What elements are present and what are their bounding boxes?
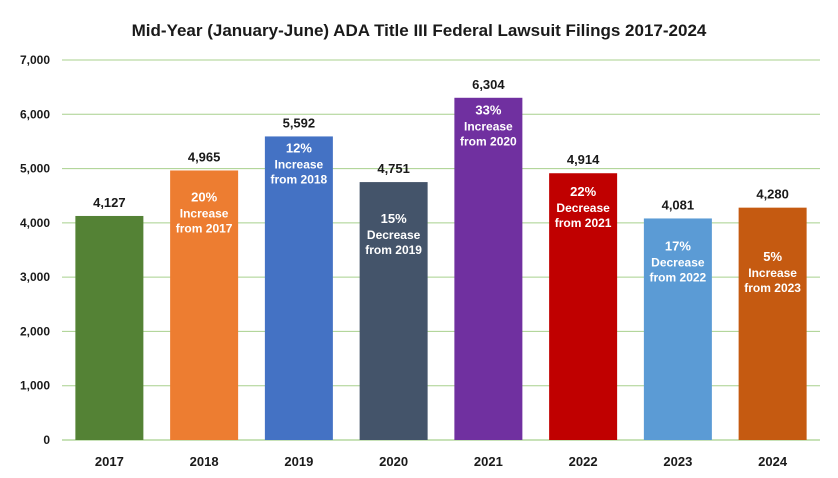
x-tick-label-2018: 2018 <box>190 454 219 469</box>
x-tick-label-2023: 2023 <box>663 454 692 469</box>
x-tick-label-2019: 2019 <box>284 454 313 469</box>
annotation-direction-2019: Increase <box>275 158 324 172</box>
bar-2024 <box>738 207 807 440</box>
y-axis-ticks: 0 1,000 2,000 3,000 4,000 5,000 6,000 7,000 <box>20 53 50 447</box>
annotation-direction-2018: Increase <box>180 206 229 220</box>
bar-2017 <box>75 215 144 440</box>
x-tick-label-2021: 2021 <box>474 454 503 469</box>
value-label-2024: 4,280 <box>756 187 789 202</box>
annotation-from-2022: from 2021 <box>555 216 612 230</box>
bar-2023 <box>643 218 712 440</box>
annotation-direction-2022: Decrease <box>556 201 610 215</box>
value-label-2018: 4,965 <box>188 149 221 164</box>
chart-title: Mid-Year (January-June) ADA Title III Fe… <box>132 21 707 40</box>
value-label-2022: 4,914 <box>567 152 600 167</box>
y-tick-label: 7,000 <box>20 53 50 67</box>
annotation-pct-2023: 17% <box>665 238 691 253</box>
annotation-from-2018: from 2017 <box>176 221 233 235</box>
value-label-2020: 4,751 <box>377 161 410 176</box>
y-tick-label: 0 <box>43 433 50 447</box>
annotation-direction-2021: Increase <box>464 120 513 134</box>
value-label-2023: 4,081 <box>662 197 695 212</box>
x-tick-label-2020: 2020 <box>379 454 408 469</box>
annotation-pct-2020: 15% <box>381 211 407 226</box>
annotation-pct-2024: 5% <box>763 249 782 264</box>
annotation-from-2019: from 2018 <box>271 173 328 187</box>
bars <box>75 97 807 441</box>
annotation-direction-2023: Decrease <box>651 255 705 269</box>
x-tick-label-2022: 2022 <box>569 454 598 469</box>
bar-2020 <box>359 182 428 441</box>
annotation-from-2023: from 2022 <box>650 270 707 284</box>
annotation-direction-2020: Decrease <box>367 228 421 242</box>
value-label-2017: 4,127 <box>93 195 126 210</box>
y-tick-label: 3,000 <box>20 270 50 284</box>
annotation-pct-2021: 33% <box>475 103 501 118</box>
y-tick-label: 4,000 <box>20 216 50 230</box>
annotation-direction-2024: Increase <box>748 266 797 280</box>
x-tick-label-2017: 2017 <box>95 454 124 469</box>
y-tick-label: 6,000 <box>20 107 50 121</box>
y-tick-label: 5,000 <box>20 162 50 176</box>
annotation-pct-2018: 20% <box>191 189 217 204</box>
annotation-pct-2019: 12% <box>286 141 312 156</box>
annotation-from-2020: from 2019 <box>365 243 422 257</box>
annotation-from-2021: from 2020 <box>460 135 517 149</box>
bar-2018 <box>170 170 239 440</box>
y-tick-label: 2,000 <box>20 324 50 338</box>
bar-2021 <box>454 97 523 440</box>
x-tick-label-2024: 2024 <box>758 454 788 469</box>
value-label-2019: 5,592 <box>283 115 316 130</box>
bar-2019 <box>264 136 333 441</box>
annotation-from-2024: from 2023 <box>744 281 801 295</box>
bar-2022 <box>549 173 618 441</box>
y-tick-label: 1,000 <box>20 379 50 393</box>
value-label-2021: 6,304 <box>472 77 505 92</box>
x-axis-ticks: 2017 2018 2019 2020 2021 2022 2023 2024 <box>95 454 788 469</box>
annotation-pct-2022: 22% <box>570 184 596 199</box>
